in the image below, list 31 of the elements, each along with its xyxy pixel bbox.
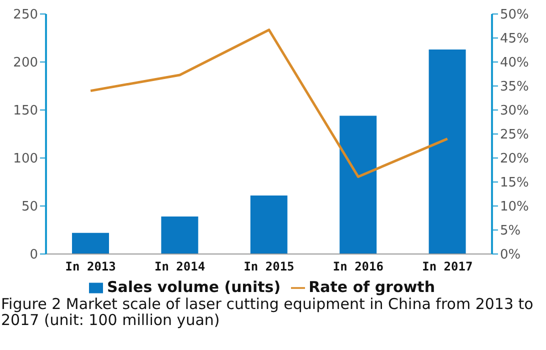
line-series — [89, 28, 449, 178]
y-tick-label: 100 — [13, 152, 38, 167]
y2-tick-label: 15% — [500, 176, 529, 191]
y2-tick-label: 5% — [500, 224, 521, 239]
y2-tick-label: 30% — [500, 104, 529, 119]
x-tick-label: In 2015 — [244, 260, 294, 274]
y2-tick-label: 35% — [500, 80, 529, 95]
x-tick-label: In 2014 — [154, 260, 206, 274]
y2-tick-label: 50% — [500, 8, 529, 23]
y2-tick-label: 45% — [500, 32, 529, 47]
y2-tick-label: 0% — [500, 248, 521, 263]
y2-tick-label: 25% — [500, 128, 529, 143]
bar — [428, 50, 466, 254]
bar — [250, 195, 288, 254]
y-tick-label: 250 — [13, 8, 38, 23]
y-tick-label: 0 — [30, 248, 38, 263]
x-tick-label: In 2016 — [332, 260, 384, 274]
x-tick-label: In 2017 — [422, 260, 473, 274]
x-tick-label: In 2013 — [65, 260, 116, 274]
y-tick-label: 150 — [13, 104, 38, 119]
legend-label: Rate of growth — [308, 278, 436, 296]
y2-tick-label: 10% — [500, 200, 529, 215]
y-tick-label: 200 — [13, 56, 38, 71]
legend-label: Sales volume (units) — [106, 278, 281, 296]
y2-tick-label: 20% — [500, 152, 529, 167]
caption: Figure 2 Market scale of laser cutting equipment in China from 2013 to 2017 (unit: 100 million yuan) — [1, 295, 534, 329]
bar — [72, 232, 109, 254]
y-tick-label: 50 — [21, 200, 38, 215]
bar — [340, 116, 377, 254]
bar — [161, 216, 198, 254]
y2-tick-label: 40% — [500, 56, 529, 71]
